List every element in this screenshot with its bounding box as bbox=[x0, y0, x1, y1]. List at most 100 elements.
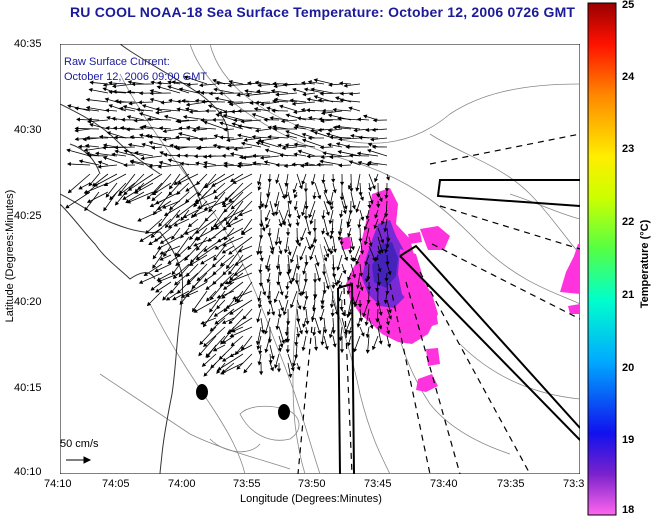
current-vector-head bbox=[292, 87, 297, 92]
current-vector-head bbox=[85, 151, 90, 156]
current-vector-head bbox=[310, 244, 315, 249]
current-vector-head bbox=[264, 330, 269, 335]
current-vector-head bbox=[338, 284, 343, 289]
map-plot[interactable] bbox=[60, 44, 580, 474]
current-vector-head bbox=[294, 342, 299, 347]
current-vector bbox=[115, 150, 136, 157]
current-vector bbox=[349, 155, 370, 157]
current-vector-head bbox=[227, 83, 232, 88]
current-vector-head bbox=[255, 341, 261, 346]
current-vector-head bbox=[163, 152, 168, 157]
current-vector bbox=[304, 88, 325, 94]
current-vector-head bbox=[66, 161, 71, 167]
current-vector-head bbox=[155, 110, 160, 115]
ytick-label: 40:25 bbox=[14, 210, 42, 222]
current-vector bbox=[285, 144, 307, 148]
current-vector-head bbox=[283, 249, 289, 254]
current-vector-head bbox=[193, 242, 198, 247]
current-vector-head bbox=[240, 119, 245, 124]
map-title: RU COOL NOAA-18 Sea Surface Temperature:… bbox=[70, 4, 576, 20]
colorbar-tick: 20 bbox=[622, 362, 635, 374]
xtick-label: 73:50 bbox=[298, 478, 326, 490]
current-vector-head bbox=[353, 348, 358, 353]
current-vector-head bbox=[301, 291, 306, 296]
current-vector-head bbox=[328, 334, 333, 339]
current-vector-head bbox=[186, 82, 191, 87]
current-vector-head bbox=[229, 310, 234, 315]
current-vector-head bbox=[177, 119, 182, 124]
current-vector-head bbox=[371, 127, 376, 132]
current-vector-head bbox=[330, 312, 335, 317]
current-vector-head bbox=[271, 212, 276, 217]
current-vector-head bbox=[234, 261, 239, 266]
current-vector-head bbox=[162, 137, 167, 142]
current-vector-head bbox=[195, 229, 200, 234]
current-vector bbox=[127, 191, 154, 204]
current-vector-head bbox=[237, 133, 242, 138]
current-vector bbox=[179, 88, 199, 94]
current-vector-head bbox=[88, 87, 93, 93]
current-vector-head bbox=[104, 97, 109, 102]
current-vector-head bbox=[338, 337, 343, 342]
current-vector-head bbox=[317, 330, 322, 335]
current-vector bbox=[189, 254, 208, 266]
current-vector-head bbox=[134, 189, 139, 194]
current-vector-head bbox=[347, 276, 352, 282]
current-vector-head bbox=[302, 323, 307, 328]
current-vector-head bbox=[300, 236, 305, 242]
current-vector-head bbox=[313, 131, 318, 136]
current-vector-head bbox=[356, 151, 361, 156]
current-vector-head bbox=[336, 266, 341, 271]
current-vector bbox=[210, 317, 226, 332]
current-vector-head bbox=[229, 333, 234, 338]
current-vector bbox=[158, 209, 172, 227]
current-vector-head bbox=[309, 220, 314, 225]
current-vector-head bbox=[120, 117, 125, 122]
current-vector-head bbox=[313, 294, 318, 299]
current-vector-head bbox=[323, 189, 328, 194]
current-vector-head bbox=[246, 81, 251, 86]
current-vector-head bbox=[319, 316, 324, 322]
current-vector-head bbox=[348, 91, 354, 96]
current-vector-head bbox=[209, 295, 214, 301]
current-vector-head bbox=[225, 220, 230, 226]
current-vector-head bbox=[358, 318, 364, 323]
current-vector-head bbox=[332, 107, 337, 112]
current-vector-head bbox=[257, 83, 262, 88]
current-vector-head bbox=[122, 104, 128, 110]
current-vector-head bbox=[159, 256, 164, 261]
current-vector-head bbox=[86, 199, 92, 203]
current-vector-head bbox=[273, 298, 278, 304]
current-vector-head bbox=[167, 80, 172, 85]
current-vector-head bbox=[293, 125, 298, 130]
current-vector-head bbox=[291, 277, 296, 283]
current-vector-head bbox=[306, 108, 311, 113]
current-vector-head bbox=[145, 229, 150, 234]
current-vector bbox=[103, 156, 127, 166]
current-vector-head bbox=[387, 309, 392, 314]
current-vector-head bbox=[141, 104, 147, 109]
current-vector-head bbox=[303, 87, 309, 92]
current-vector bbox=[189, 218, 208, 240]
current-vector-head bbox=[339, 91, 344, 96]
current-vector-head bbox=[374, 257, 379, 262]
current-vector-head bbox=[193, 308, 198, 313]
current-vector-head bbox=[298, 292, 303, 297]
current-vector-head bbox=[321, 230, 326, 235]
current-vector-head bbox=[313, 346, 319, 351]
current-vector bbox=[275, 92, 298, 96]
current-vector-head bbox=[179, 300, 184, 305]
current-vector bbox=[89, 123, 109, 130]
current-vector-head bbox=[195, 89, 201, 95]
current-vector-head bbox=[173, 144, 178, 150]
current-vector-head bbox=[213, 256, 218, 261]
current-vector-head bbox=[164, 223, 170, 229]
current-vector bbox=[123, 173, 145, 196]
current-vector bbox=[130, 160, 154, 166]
current-vector-head bbox=[185, 187, 190, 192]
legend-line1: Raw Surface Current: bbox=[64, 56, 170, 68]
current-vector-head bbox=[126, 199, 131, 204]
current-vector-head bbox=[321, 179, 326, 184]
current-vector bbox=[258, 137, 280, 142]
current-vector-head bbox=[263, 160, 268, 165]
